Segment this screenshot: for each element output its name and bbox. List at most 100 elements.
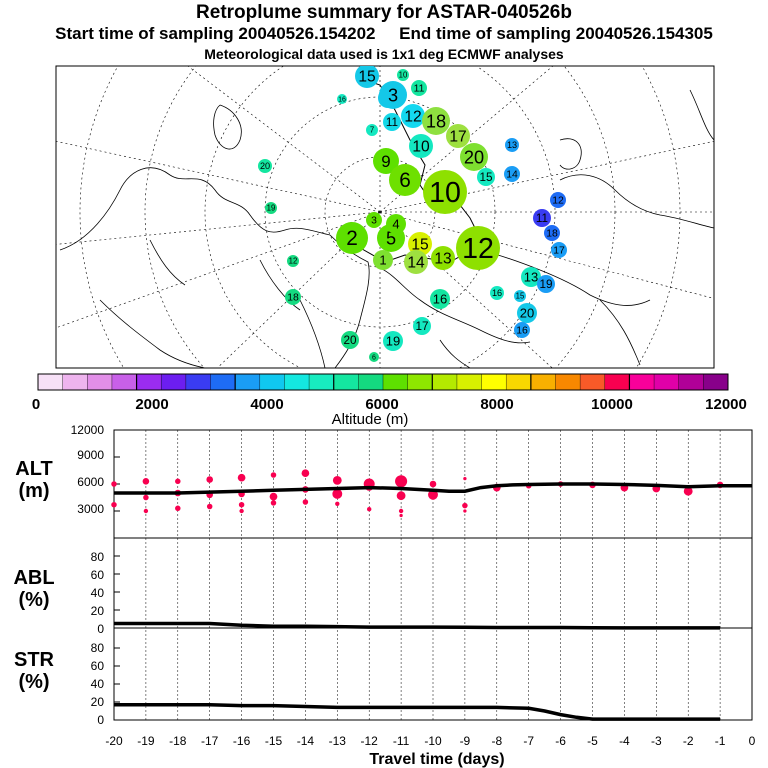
age-label: 15 [516,292,525,301]
age-marker: 3 [366,212,382,228]
colorbar-segment [604,374,630,390]
age-label: 19 [267,204,276,213]
age-label: 19 [539,278,552,291]
age-circle [397,69,409,81]
colorbar-segment [506,374,532,390]
abl-tick-label: 20 [91,604,105,618]
str-label-line2: (%) [18,671,50,693]
age-label: 6 [372,354,376,361]
x-tick-label: -11 [393,734,410,748]
colorbar-tick-label: 10000 [591,396,633,413]
age-circle [422,107,450,135]
alt-cluster-point [238,501,245,508]
age-circle [517,303,537,323]
colorbar-label: Altitude (m) [332,411,409,428]
alt-cluster-point [463,476,467,481]
age-marker: 14 [404,250,428,274]
sampling-times: Start time of sampling 20040526.154202 E… [0,24,768,44]
age-label: 12 [289,257,298,266]
age-marker: 17 [551,242,567,258]
x-tick-label: -17 [201,734,219,748]
age-label: 11 [536,212,548,225]
str-panel-label: STR (%) [0,649,68,693]
colorbar-tick-label: 4000 [250,396,283,413]
alt-cluster-point [332,476,342,485]
age-circle [533,209,551,227]
alt-cluster-point [175,478,181,485]
age-label: 11 [414,84,425,95]
age-marker: 11 [383,113,401,131]
x-tick-label: -19 [137,734,155,748]
age-circle [411,80,427,96]
colorbar-segment [309,374,335,390]
abl-line [114,621,721,630]
alt-cluster-point [175,505,181,512]
age-label: 6 [399,169,411,192]
age-marker: 20 [258,159,272,173]
age-circle [504,166,520,182]
alt-cluster-point [143,508,149,514]
age-circle [389,164,421,196]
age-marker: 12 [550,192,566,208]
age-circle [379,81,407,109]
age-marker: 12 [401,104,425,128]
age-label: 15 [479,171,493,184]
age-label: 18 [426,111,446,131]
age-circle [285,289,301,305]
age-circle [373,250,393,270]
age-label: 16 [516,326,528,337]
age-label: 15 [411,236,429,253]
age-label: 2 [346,227,358,250]
alt-y-ticks: 3000 6000 9000 12000 [71,423,105,516]
age-label: 16 [492,288,502,298]
age-marker: 20 [460,143,488,171]
x-axis-label: Travel time (days) [369,751,504,768]
abl-tick-label: 80 [91,550,105,564]
age-label: 16 [433,292,447,307]
age-circle [337,94,347,104]
age-circle [505,138,519,152]
colorbar-segment [111,374,137,390]
age-marker: 15 [514,290,526,302]
colorbar-segment [703,374,729,390]
age-label: 7 [370,126,374,135]
alt-cluster-point [270,472,277,478]
alt-panel-label: ALT (m) [0,458,68,502]
age-circle [514,290,526,302]
age-label: 3 [371,216,377,227]
age-marker: 12 [456,226,500,270]
str-label-line1: STR [14,649,54,671]
age-label: 16 [338,96,346,103]
age-circle [430,289,450,309]
x-tick-label: -20 [105,734,123,748]
alt-cluster-point [111,481,117,487]
age-label: 5 [386,228,396,248]
x-tick-label: -1 [715,734,726,748]
colorbar-segment [210,374,236,390]
retroplume-map: 1514312181710119206151013141211181725431… [32,65,747,428]
age-circle [431,246,455,270]
age-marker: 13 [521,267,541,287]
age-circle [366,124,378,136]
age-circle [550,192,566,208]
alt-mean-line [114,482,752,495]
age-circle [373,148,399,174]
age-circle [537,275,555,293]
colorbar-segment [555,374,581,390]
age-marker: 16 [430,289,450,309]
trajectory-markers: 1514312181710119206151013141211181725431… [258,66,567,362]
abl-label-line1: ABL [13,567,55,589]
age-circle [341,331,359,349]
x-tick-label: -5 [587,734,598,748]
plot-title: Retroplume summary for ASTAR-040526b [196,2,572,23]
x-tick-label: -14 [297,734,315,748]
age-circle [521,267,541,287]
age-label: 19 [386,334,400,349]
colorbar-tick-label: 8000 [480,396,513,413]
age-marker: 16 [490,286,504,300]
alt-cluster-point [239,508,244,514]
age-label: 13 [507,140,517,150]
age-marker: 12 [287,255,299,267]
alt-label-line1: ALT [15,458,53,480]
